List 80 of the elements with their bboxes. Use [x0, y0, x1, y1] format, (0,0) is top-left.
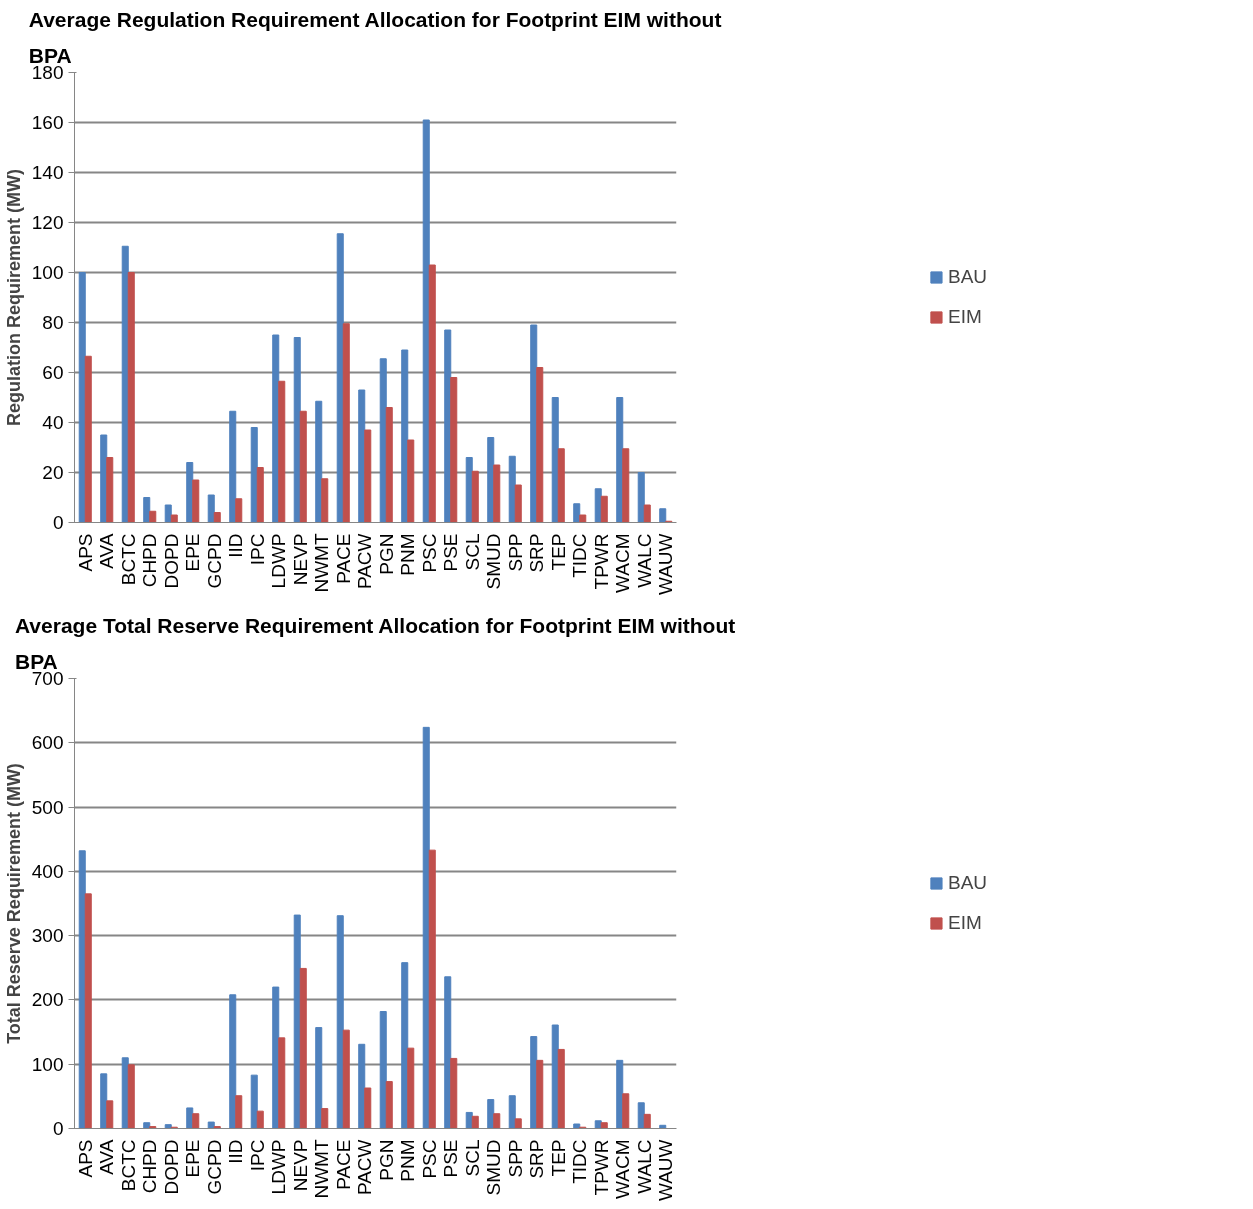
legend-label: BAU: [947, 266, 988, 288]
x-tick-label: WAUW: [655, 533, 677, 596]
x-tick-label: TPWR: [590, 1139, 612, 1196]
x-tick-label: SCL: [461, 1139, 483, 1177]
x-tick-label: GCPD: [203, 1139, 225, 1195]
x-tick-label: NEVP: [289, 1139, 311, 1192]
x-tick-label: WALC: [633, 1139, 655, 1194]
x-tick-label: AVA: [96, 1139, 118, 1175]
x-tick-label: SRP: [526, 1139, 548, 1179]
x-tick-label: IID: [225, 533, 247, 558]
x-tick-label: PNM: [397, 533, 419, 576]
x-tick-label: PACE: [332, 533, 354, 584]
x-tick-label: PACW: [354, 533, 376, 590]
x-tick-label: TPWR: [590, 533, 612, 590]
x-tick-label: TEP: [547, 1139, 569, 1177]
y-tick-label: 140: [31, 162, 64, 183]
x-tick-label: BCTC: [117, 1139, 139, 1192]
x-tick-label: GCPD: [203, 533, 225, 589]
legend-label: EIM: [947, 912, 982, 934]
x-tick-label: IPC: [246, 1139, 268, 1172]
y-tick-label: 300: [31, 925, 64, 947]
x-tick-label: DOPD: [160, 1139, 182, 1195]
x-tick-label: CHPD: [139, 1139, 161, 1194]
y-tick-label: 100: [31, 262, 64, 283]
x-tick-label: APS: [74, 533, 96, 572]
legend-label: BAU: [947, 872, 988, 894]
x-tick-label: PGN: [375, 533, 397, 575]
x-tick-label: LDWP: [268, 1139, 290, 1195]
y-tick-label: 0: [52, 1118, 64, 1139]
legend-label: EIM: [947, 306, 982, 328]
x-tick-label: BCTC: [117, 533, 139, 586]
y-tick-label: 100: [31, 1053, 64, 1075]
x-tick-label: DOPD: [160, 533, 182, 589]
x-tick-label: SPP: [504, 1139, 526, 1178]
y-tick-label: 160: [31, 112, 64, 133]
y-tick-label: 120: [31, 212, 64, 233]
x-tick-label: NWMT: [311, 533, 333, 593]
x-tick-label: SCL: [461, 533, 483, 571]
x-tick-label: IID: [225, 1139, 247, 1164]
y-axis-title: Total Reserve Requirement (MW): [3, 763, 24, 1044]
y-tick-label: 700: [31, 668, 64, 689]
x-tick-label: CHPD: [139, 533, 161, 588]
x-tick-label: WALC: [633, 533, 655, 588]
x-tick-label: PSC: [418, 1139, 440, 1179]
y-tick-label: 400: [31, 860, 64, 882]
x-tick-label: PSE: [440, 1139, 462, 1178]
y-tick-label: 500: [31, 796, 64, 818]
x-tick-label: PNM: [397, 1139, 419, 1182]
y-tick-label: 60: [42, 362, 64, 383]
x-tick-label: TIDC: [569, 533, 591, 578]
x-tick-label: TIDC: [569, 1139, 591, 1184]
x-tick-label: SRP: [526, 533, 548, 573]
x-tick-label: APS: [74, 1139, 96, 1178]
x-tick-label: SPP: [504, 533, 526, 572]
x-tick-label: SMUD: [483, 533, 505, 590]
x-tick-label: EPE: [182, 533, 204, 572]
x-tick-label: WACM: [612, 533, 634, 593]
y-tick-label: 180: [31, 62, 64, 83]
x-tick-label: PACE: [332, 1139, 354, 1190]
y-axis-title: Regulation Requirement (MW): [3, 169, 24, 426]
x-tick-label: EPE: [182, 1139, 204, 1178]
x-tick-label: LDWP: [268, 533, 290, 589]
x-tick-label: NEVP: [289, 533, 311, 586]
x-tick-label: WACM: [612, 1139, 634, 1199]
x-tick-label: PGN: [375, 1139, 397, 1181]
x-tick-label: NWMT: [311, 1139, 333, 1199]
y-tick-label: 600: [31, 732, 64, 754]
x-tick-label: PSE: [440, 533, 462, 572]
x-tick-label: PSC: [418, 533, 440, 573]
y-tick-label: 200: [31, 989, 64, 1011]
y-tick-label: 80: [42, 312, 64, 333]
x-tick-label: PACW: [354, 1139, 376, 1196]
y-tick-label: 40: [42, 412, 64, 433]
y-tick-label: 20: [42, 462, 64, 483]
x-tick-label: IPC: [246, 533, 268, 566]
x-tick-label: TEP: [547, 533, 569, 571]
x-tick-label: AVA: [96, 533, 118, 569]
y-tick-label: 0: [52, 512, 64, 533]
x-tick-label: SMUD: [483, 1139, 505, 1196]
x-tick-label: WAUW: [655, 1139, 677, 1202]
